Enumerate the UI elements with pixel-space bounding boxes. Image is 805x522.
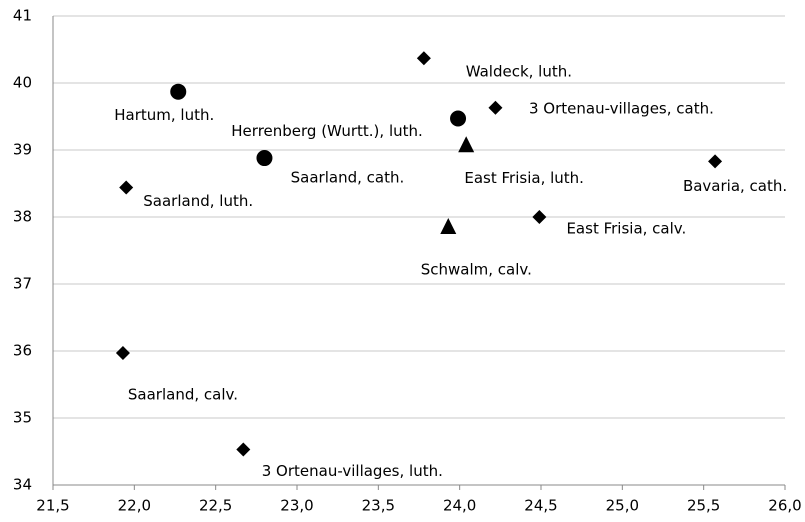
point <box>416 51 431 66</box>
point <box>236 442 251 457</box>
x-tick-label: 21,5 <box>36 497 69 515</box>
y-tick-label: 38 <box>13 208 32 226</box>
point <box>458 136 475 153</box>
point-label: Bavaria, cath. <box>683 177 787 195</box>
x-tick-label: 26,0 <box>768 497 801 515</box>
x-tick-label: 25,0 <box>606 497 639 515</box>
y-tick-label: 41 <box>13 7 32 25</box>
point <box>119 180 134 195</box>
y-tick-label: 35 <box>13 409 32 427</box>
x-tick-label: 24,0 <box>443 497 476 515</box>
x-tick-label: 22,5 <box>199 497 232 515</box>
y-tick-label: 39 <box>13 141 32 159</box>
x-tick-label: 24,5 <box>524 497 557 515</box>
point-label: Hartum, luth. <box>114 106 214 124</box>
point-label: Saarland, calv. <box>128 386 238 404</box>
y-tick-label: 37 <box>13 275 32 293</box>
x-tick-label: 23,0 <box>280 497 313 515</box>
point-label: Saarland, cath. <box>291 169 405 187</box>
point-label: East Frisia, luth. <box>464 169 584 187</box>
point-label: East Frisia, calv. <box>566 220 686 238</box>
point-label: Herrenberg (Wurtt.), luth. <box>231 122 423 140</box>
y-tick-label: 40 <box>13 74 32 92</box>
x-tick-label: 25,5 <box>687 497 720 515</box>
point-label: Schwalm, calv. <box>421 261 532 279</box>
x-tick-label: 23,5 <box>362 497 395 515</box>
point <box>170 83 187 100</box>
point <box>532 210 547 224</box>
point-label: Saarland, luth. <box>143 192 253 210</box>
point <box>488 100 503 115</box>
point <box>708 154 723 169</box>
point-label: 3 Ortenau-villages, cath. <box>529 99 714 117</box>
y-tick-label: 34 <box>13 476 32 494</box>
point <box>450 110 467 127</box>
point <box>440 218 457 235</box>
y-tick-label: 36 <box>13 342 32 360</box>
point <box>256 150 273 167</box>
point-label: 3 Ortenau-villages, luth. <box>262 462 443 480</box>
x-tick-label: 22,0 <box>118 497 151 515</box>
point-label: Waldeck, luth. <box>466 63 572 81</box>
point <box>115 346 130 361</box>
